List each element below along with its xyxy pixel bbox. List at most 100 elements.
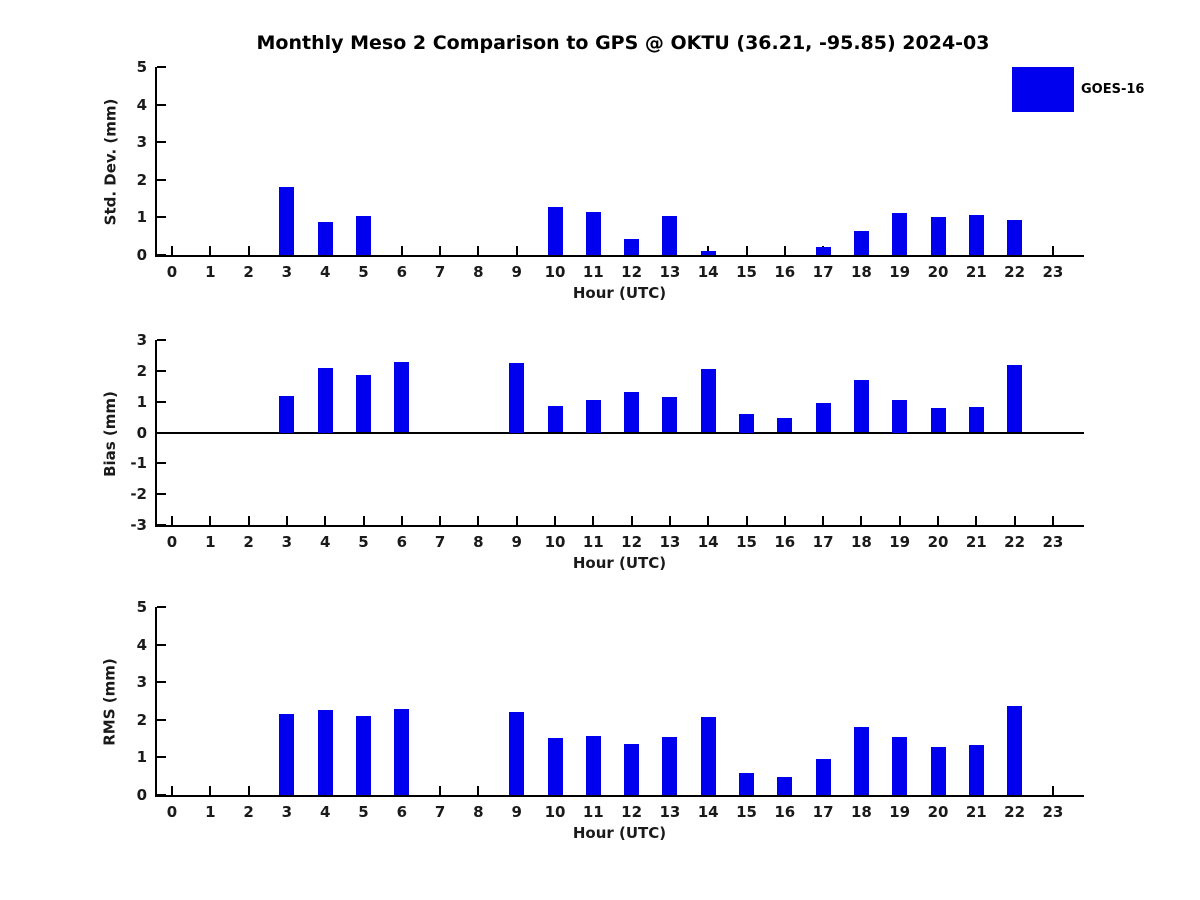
bar-hour-18 [853,380,869,433]
x-tick-mark [783,246,786,255]
bar-hour-4 [317,367,333,433]
x-tick-label: 4 [319,263,331,281]
bar-hour-6 [394,708,410,795]
y-tick-mark [157,66,166,68]
y-tick-mark [157,681,166,684]
x-tick-mark [439,246,442,255]
bar-hour-12 [624,744,640,795]
x-tick-label: 14 [697,263,719,281]
subplot-bias: Bias (mm) -3 -2 -1 0 1 2 3 0 1 2 3 4 5 6 7 8 9 10 11 12 13 14… [101,331,1084,572]
x-tick-label: 11 [582,263,604,281]
y-tick-label: 1 [136,392,147,411]
y-tick-mark [157,794,166,796]
x-tick-mark [171,786,173,795]
x-tick-label: 3 [281,803,293,821]
bar-hour-15 [739,773,754,795]
x-tick-mark [1051,516,1054,525]
bar-hour-5 [356,375,371,433]
bar-hour-19 [892,212,908,255]
bar-hour-18 [853,727,869,795]
bar-hour-11 [585,736,601,795]
x-tick-label: 12 [621,803,643,821]
y-tick-label: 0 [136,423,147,442]
x-tick-label: 2 [243,263,254,281]
x-tick-mark [171,246,173,255]
x-tick-label: 14 [697,803,719,821]
bar-hour-22 [1007,364,1023,433]
bar-hour-14 [700,251,716,255]
y-tick-label: 3 [136,331,147,349]
x-tick-label: 0 [166,803,178,821]
y-tick-label: 2 [136,361,147,380]
y-tick-mark [157,493,166,496]
x-tick-label: 1 [205,803,216,821]
x-tick-label: 8 [473,803,484,821]
x-tick-label: 7 [434,803,446,821]
bar-hour-14 [700,716,716,795]
x-tick-mark [630,516,633,525]
x-tick-label: 13 [659,803,681,821]
x-tick-label: 3 [281,263,293,281]
x-tick-label: 18 [850,803,872,821]
x-tick-mark [1051,246,1054,255]
y-tick-label: 1 [136,208,147,227]
x-axis-title: Hour (UTC) [572,554,667,572]
bar-hour-18 [853,230,869,255]
bar-hour-19 [892,737,908,795]
x-tick-mark [362,516,365,525]
x-tick-mark [477,786,480,795]
bar-hour-13 [662,397,678,433]
x-tick-label: 17 [812,803,834,821]
y-tick-mark [157,462,166,465]
x-tick-label: 17 [812,533,834,551]
y-tick-label: 3 [136,673,147,692]
x-tick-label: 23 [1042,533,1064,551]
x-tick-mark [477,516,480,525]
x-tick-mark [592,516,595,525]
x-tick-label: 9 [511,533,522,551]
y-tick-mark [157,103,166,106]
x-tick-label: 20 [927,803,949,821]
x-tick-mark [400,246,403,255]
x-tick-mark [707,246,710,255]
bar-hour-15 [739,414,754,433]
y-tick-label: 5 [136,598,147,616]
y-tick-mark [157,178,166,181]
bar-hour-13 [662,215,678,255]
y-tick-label: -1 [130,454,147,473]
x-tick-label: 23 [1042,803,1064,821]
bar-hour-10 [547,206,563,255]
bar-hour-17 [815,403,831,433]
bar-hour-21 [968,406,984,433]
x-tick-mark [860,516,863,525]
subplot-rms: RMS (mm) 0 1 2 3 4 5 0 1 2 3 4 5 6 7 8 9 10 11 12 13 14 15 16 1… [101,598,1084,842]
x-tick-mark [822,516,825,525]
bar-hour-5 [356,715,371,795]
x-tick-label: 20 [927,263,949,281]
y-tick-mark [157,141,166,144]
bar-hour-22 [1007,219,1023,255]
bar-hour-3 [279,187,295,255]
chart-title: Monthly Meso 2 Comparison to GPS @ OKTU … [256,32,990,54]
y-tick-label: 2 [136,710,147,729]
x-tick-label: 3 [281,533,293,551]
x-tick-mark [707,516,710,525]
subplot-std-dev: Std. Dev. (mm) 0 1 2 3 4 5 0 1 2 3 4 5 6 7 8 9 10 11 12 13 1… [101,58,1084,302]
x-tick-label: 1 [205,263,216,281]
bar-hour-19 [892,400,908,433]
x-tick-mark [247,246,250,255]
plot-area-bias: -3 -2 -1 0 1 2 3 0 1 2 3 4 5 6 7 8 9 10 11 12 13 14 15 16 17 18 19… [130,331,1084,551]
x-tick-label: 5 [358,803,369,821]
x-tick-mark [439,786,442,795]
bar-hour-4 [317,710,333,795]
x-tick-label: 15 [736,533,757,551]
bar-hour-16 [777,777,793,795]
x-tick-mark [668,516,671,525]
bar-hour-21 [968,744,984,795]
x-tick-label: 16 [774,263,796,281]
bar-hour-17 [815,759,831,795]
x-tick-mark [209,786,212,795]
x-tick-label: 8 [473,263,484,281]
y-tick-mark [157,756,166,759]
